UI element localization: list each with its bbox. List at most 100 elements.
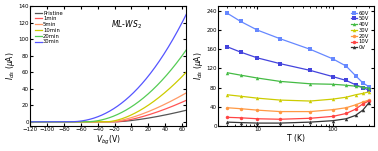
Line: 1min: 1min (31, 100, 186, 122)
20min (44, 121, 49, 123)
0V (278, 122, 282, 124)
20min (184, 49, 189, 51)
20V (278, 111, 282, 112)
0V (225, 121, 230, 123)
Line: 30V: 30V (226, 90, 370, 103)
20V (255, 109, 260, 111)
10min (152, 100, 157, 102)
30min (152, 67, 157, 69)
30V (308, 100, 312, 102)
0V (331, 120, 335, 122)
30V (344, 96, 349, 98)
20V (344, 107, 349, 109)
40V (308, 83, 312, 85)
50V (239, 51, 243, 53)
5min (28, 121, 33, 123)
Line: Pristine: Pristine (31, 110, 186, 122)
30V (353, 94, 358, 96)
X-axis label: T (K): T (K) (287, 134, 305, 143)
30min (150, 71, 154, 72)
5min (184, 92, 189, 94)
10V (308, 117, 312, 119)
Legend: Pristine, 1min, 5min, 10min, 20min, 30min: Pristine, 1min, 5min, 10min, 20min, 30mi… (33, 8, 65, 47)
50V (344, 80, 349, 81)
Line: 10V: 10V (226, 99, 370, 121)
20V (225, 107, 230, 109)
40V (278, 80, 282, 82)
10min (150, 102, 154, 104)
Pristine (150, 117, 154, 118)
20V (308, 111, 312, 112)
20V (361, 101, 365, 103)
30min (135, 88, 140, 90)
1min (150, 113, 154, 115)
20V (331, 109, 335, 111)
10min (184, 71, 189, 73)
60V (255, 29, 260, 31)
60V (225, 12, 230, 14)
20min (97, 120, 101, 121)
5min (44, 121, 49, 123)
Line: 20V: 20V (226, 98, 370, 113)
50V (331, 76, 335, 77)
Y-axis label: $I_{ds}$ ($\mu$A): $I_{ds}$ ($\mu$A) (4, 52, 17, 80)
60V (331, 58, 335, 60)
Pristine (184, 109, 189, 111)
20min (152, 87, 157, 89)
0V (344, 118, 349, 120)
5min (150, 109, 154, 111)
10V (278, 118, 282, 120)
Y-axis label: $I_{ds}$ ($\mu$A): $I_{ds}$ ($\mu$A) (192, 52, 205, 80)
1min (152, 112, 157, 114)
20V (239, 108, 243, 110)
10min (91, 121, 96, 123)
50V (278, 63, 282, 65)
5min (97, 121, 101, 123)
Pristine (135, 119, 140, 121)
30V (225, 94, 230, 96)
0V (353, 114, 358, 116)
Line: 30min: 30min (31, 14, 186, 122)
50V (361, 87, 365, 88)
5min (135, 115, 140, 117)
Pristine (152, 116, 157, 118)
40V (331, 83, 335, 85)
10V (239, 117, 243, 119)
20min (135, 102, 140, 104)
Pristine (44, 121, 49, 123)
50V (255, 57, 260, 59)
60V (353, 75, 358, 77)
20min (28, 121, 33, 123)
50V (225, 46, 230, 48)
Legend: 60V, 50V, 40V, 30V, 20V, 10V, 0V: 60V, 50V, 40V, 30V, 20V, 10V, 0V (349, 8, 371, 52)
30V (255, 97, 260, 99)
10V (255, 118, 260, 120)
Pristine (97, 121, 101, 123)
10min (44, 121, 49, 123)
10V (361, 103, 365, 105)
10V (225, 116, 230, 118)
10V (353, 108, 358, 110)
10V (367, 100, 371, 102)
Pristine (28, 121, 33, 123)
40V (344, 84, 349, 86)
1min (135, 117, 140, 119)
20V (367, 99, 371, 101)
10V (331, 116, 335, 117)
40V (353, 85, 358, 87)
20min (91, 120, 96, 122)
20min (150, 90, 154, 91)
0V (308, 121, 312, 123)
30min (97, 115, 101, 117)
20V (353, 104, 358, 106)
0V (361, 109, 365, 111)
50V (353, 84, 358, 86)
Line: 5min: 5min (31, 93, 186, 122)
30min (184, 14, 189, 15)
60V (344, 65, 349, 67)
30min (28, 121, 33, 123)
Line: 0V: 0V (226, 101, 370, 125)
X-axis label: $V_{bg}$(V): $V_{bg}$(V) (96, 134, 121, 147)
10V (344, 113, 349, 114)
Line: 50V: 50V (226, 45, 370, 92)
